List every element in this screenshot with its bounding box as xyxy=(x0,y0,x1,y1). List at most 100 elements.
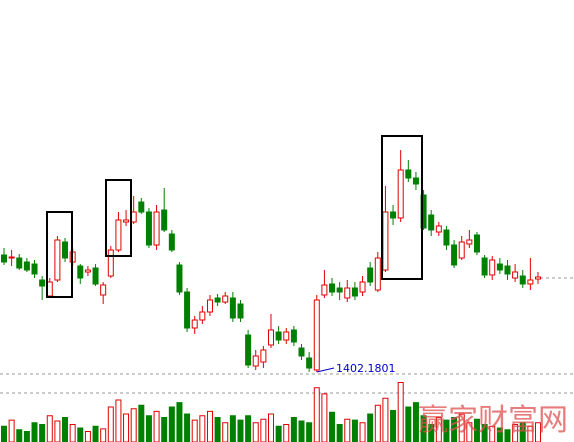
candle-body xyxy=(473,234,480,253)
candle-body xyxy=(313,299,320,371)
volume-bar xyxy=(245,415,252,442)
volume-bar xyxy=(115,399,122,442)
volume-bar xyxy=(405,406,412,442)
volume-bar xyxy=(359,422,366,442)
volume-bar xyxy=(176,402,183,442)
volume-bar xyxy=(39,424,46,442)
candle-body xyxy=(405,169,412,179)
volume-bar xyxy=(527,425,534,442)
candle-body xyxy=(39,279,46,287)
candle-body xyxy=(504,265,511,275)
candle-body xyxy=(466,239,473,245)
volume-bar xyxy=(313,387,320,442)
volume-bar xyxy=(458,413,465,442)
volume-bar xyxy=(481,424,488,442)
volume-bar xyxy=(435,417,442,442)
volume-bar xyxy=(214,417,221,442)
candle-body xyxy=(512,271,519,279)
watermark: 赢家财富网 xyxy=(418,403,568,438)
candle-body xyxy=(1,254,7,263)
candle-body xyxy=(535,276,541,280)
candle-body xyxy=(275,331,282,341)
volume-bar xyxy=(184,413,191,442)
volume-bar xyxy=(306,422,313,442)
volume-bar xyxy=(130,408,137,442)
candle-body xyxy=(290,329,297,343)
candle-body xyxy=(107,249,114,277)
candle-body xyxy=(16,257,23,269)
candle-body xyxy=(176,264,183,293)
candle-body xyxy=(519,275,526,285)
candle-body xyxy=(191,319,198,329)
candle-body xyxy=(92,267,99,285)
volume-bar xyxy=(451,417,458,442)
volume-bar xyxy=(283,424,290,442)
highlight-box xyxy=(46,211,73,298)
candle-body xyxy=(367,267,374,283)
highlight-box xyxy=(381,135,423,280)
volume-bar xyxy=(382,397,389,442)
candle-body xyxy=(527,279,534,285)
volume-bar xyxy=(100,428,107,442)
candle-body xyxy=(245,334,252,366)
volume-bar xyxy=(31,422,38,442)
volume-bar xyxy=(290,417,297,442)
volume-bar xyxy=(1,425,7,442)
candle-body xyxy=(46,281,53,297)
candle-body xyxy=(199,311,206,321)
volume-bar xyxy=(107,406,114,442)
candle-body xyxy=(451,244,458,266)
volume-bar xyxy=(191,419,198,442)
volume-bar xyxy=(344,418,351,442)
volume-bar xyxy=(367,413,374,442)
candle-layer xyxy=(1,150,541,372)
candle-body xyxy=(161,209,168,231)
candle-body xyxy=(397,169,404,219)
volume-bar xyxy=(535,422,541,442)
candle-body xyxy=(283,331,290,341)
candle-body xyxy=(298,347,305,357)
volume-bar xyxy=(54,420,61,442)
candle-body xyxy=(306,357,313,369)
candle-body xyxy=(8,256,15,259)
candle-body xyxy=(252,355,259,367)
volume-bar xyxy=(16,429,23,442)
highlight-box xyxy=(105,179,132,257)
candle-body xyxy=(496,263,503,271)
candle-body xyxy=(336,287,343,293)
candle-body xyxy=(62,241,69,259)
candle-body xyxy=(412,177,419,185)
volume-bar xyxy=(443,419,450,442)
volume-bar xyxy=(504,429,511,442)
candle-body xyxy=(237,303,244,319)
volume-bar xyxy=(397,382,404,442)
volume-bar xyxy=(268,413,274,442)
candle-body xyxy=(184,291,191,329)
volume-bar xyxy=(77,427,84,442)
candle-body xyxy=(138,201,145,213)
volume-bar xyxy=(237,419,244,442)
volume-bar xyxy=(374,404,381,442)
volume-bar xyxy=(206,410,213,442)
volume-bar xyxy=(496,427,503,442)
candle-body xyxy=(31,263,38,275)
candle-body xyxy=(153,211,160,246)
candle-body xyxy=(23,261,30,271)
volume-bar xyxy=(260,418,267,442)
volume-bar xyxy=(199,415,206,442)
volume-bar xyxy=(92,425,99,442)
annotation-leader xyxy=(316,367,335,373)
volume-bar xyxy=(473,418,480,442)
candle-body xyxy=(123,219,130,223)
candle-body xyxy=(260,349,267,363)
volume-bar xyxy=(69,424,76,442)
candle-body xyxy=(435,225,442,233)
candle-body xyxy=(115,219,122,251)
candle-body xyxy=(374,257,381,291)
candle-body xyxy=(481,257,488,276)
volume-bar xyxy=(390,410,397,442)
volume-bar xyxy=(321,393,328,442)
volume-bar xyxy=(252,422,259,442)
volume-bar xyxy=(351,419,358,442)
